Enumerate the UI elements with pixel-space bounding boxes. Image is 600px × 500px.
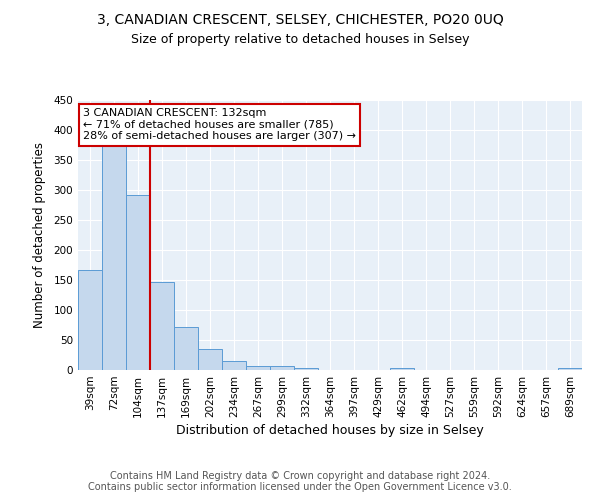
Text: 3, CANADIAN CRESCENT, SELSEY, CHICHESTER, PO20 0UQ: 3, CANADIAN CRESCENT, SELSEY, CHICHESTER…	[97, 12, 503, 26]
Y-axis label: Number of detached properties: Number of detached properties	[34, 142, 46, 328]
Text: Contains HM Land Registry data © Crown copyright and database right 2024.
Contai: Contains HM Land Registry data © Crown c…	[88, 471, 512, 492]
Bar	[198, 349, 222, 370]
Bar	[558, 368, 582, 370]
Bar	[150, 282, 174, 370]
Bar	[78, 270, 102, 370]
Text: 3 CANADIAN CRESCENT: 132sqm
← 71% of detached houses are smaller (785)
28% of se: 3 CANADIAN CRESCENT: 132sqm ← 71% of det…	[83, 108, 356, 142]
Bar	[222, 361, 246, 370]
Text: Size of property relative to detached houses in Selsey: Size of property relative to detached ho…	[131, 32, 469, 46]
Bar	[294, 368, 318, 370]
X-axis label: Distribution of detached houses by size in Selsey: Distribution of detached houses by size …	[176, 424, 484, 437]
Bar	[246, 366, 270, 370]
Bar	[270, 366, 294, 370]
Bar	[390, 368, 414, 370]
Bar	[102, 145, 126, 370]
Bar	[126, 196, 150, 370]
Bar	[174, 328, 198, 370]
